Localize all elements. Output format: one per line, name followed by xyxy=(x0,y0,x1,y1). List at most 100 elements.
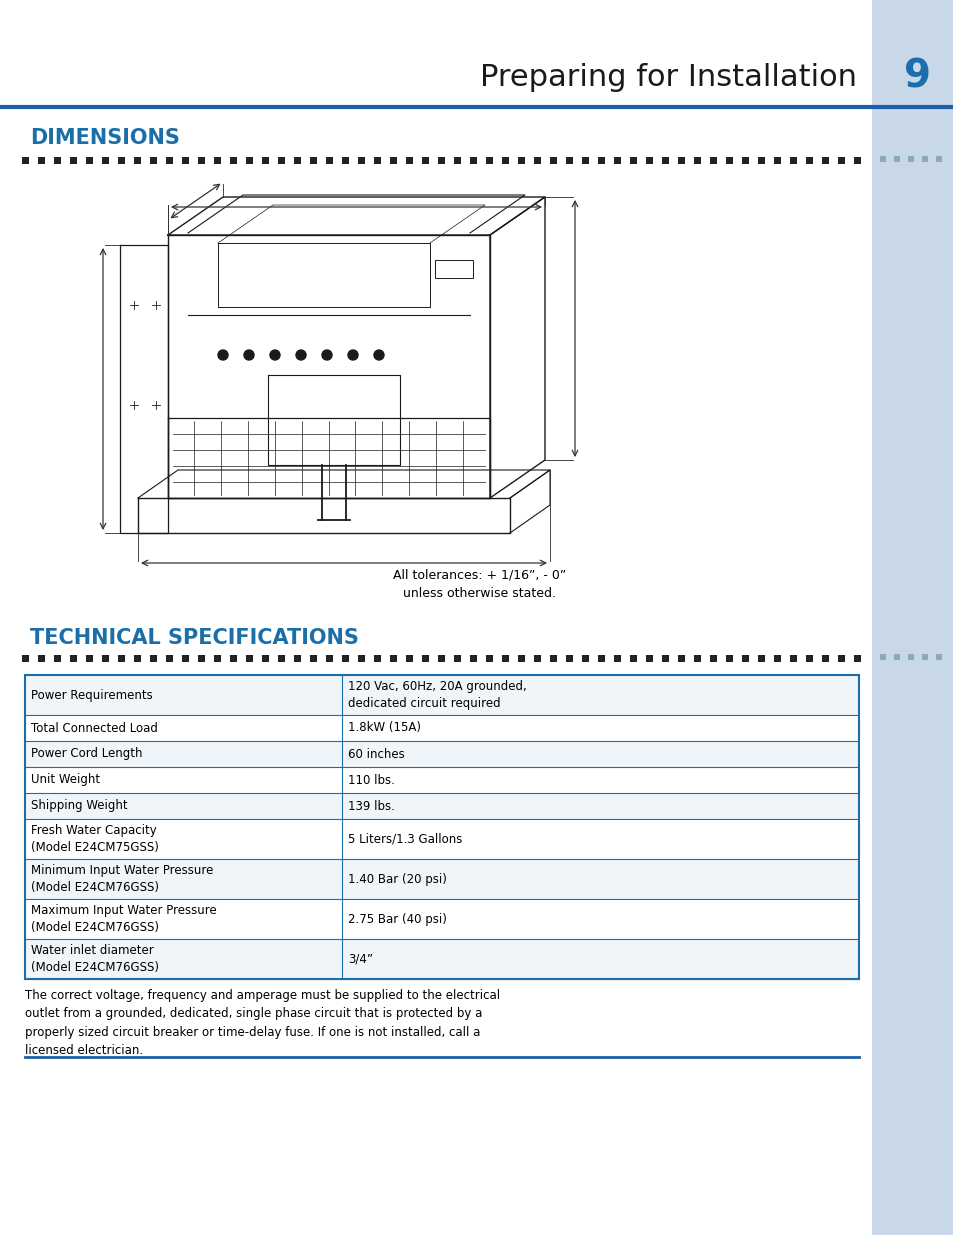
Bar xyxy=(454,157,460,163)
Bar xyxy=(341,157,349,163)
Text: 9: 9 xyxy=(902,58,929,96)
Bar xyxy=(182,157,189,163)
Bar xyxy=(25,741,858,767)
Bar xyxy=(70,157,77,163)
Bar xyxy=(262,655,269,662)
Text: Water inlet diameter
(Model E24CM76GSS): Water inlet diameter (Model E24CM76GSS) xyxy=(30,945,159,973)
Bar xyxy=(837,655,844,662)
Bar xyxy=(133,157,141,163)
Bar xyxy=(678,655,684,662)
Bar xyxy=(485,157,493,163)
Bar xyxy=(501,157,509,163)
Text: TECHNICAL SPECIFICATIONS: TECHNICAL SPECIFICATIONS xyxy=(30,629,358,648)
Bar xyxy=(773,655,781,662)
Bar xyxy=(725,157,732,163)
Bar xyxy=(166,655,172,662)
Bar xyxy=(550,157,557,163)
Bar xyxy=(25,899,858,939)
Bar xyxy=(550,655,557,662)
Bar xyxy=(86,655,92,662)
Bar xyxy=(741,157,748,163)
Text: 2.75 Bar (40 psi): 2.75 Bar (40 psi) xyxy=(348,913,446,925)
Bar xyxy=(935,655,941,659)
Bar xyxy=(25,793,858,819)
Bar xyxy=(693,655,700,662)
Bar xyxy=(871,0,953,1235)
Bar xyxy=(661,655,668,662)
Bar xyxy=(534,157,540,163)
Bar xyxy=(893,655,899,659)
Bar xyxy=(166,157,172,163)
Text: Minimum Input Water Pressure
(Model E24CM76GSS): Minimum Input Water Pressure (Model E24C… xyxy=(30,864,213,894)
Bar xyxy=(310,655,316,662)
Text: Shipping Weight: Shipping Weight xyxy=(30,799,128,813)
Text: Power Cord Length: Power Cord Length xyxy=(30,747,142,761)
Bar xyxy=(773,157,781,163)
Bar xyxy=(38,655,45,662)
Bar xyxy=(118,655,125,662)
Bar xyxy=(150,655,157,662)
Bar xyxy=(406,157,413,163)
Bar xyxy=(118,157,125,163)
Bar xyxy=(678,157,684,163)
Bar xyxy=(22,157,29,163)
Bar xyxy=(789,655,796,662)
Bar xyxy=(294,655,301,662)
Bar xyxy=(421,655,429,662)
Bar xyxy=(501,655,509,662)
Bar xyxy=(598,655,604,662)
Bar xyxy=(70,655,77,662)
Bar xyxy=(374,157,380,163)
Text: Preparing for Installation: Preparing for Installation xyxy=(479,63,856,91)
Bar xyxy=(390,655,396,662)
Bar xyxy=(758,655,764,662)
Bar xyxy=(25,767,858,793)
Bar xyxy=(38,157,45,163)
Bar xyxy=(326,655,333,662)
Text: 5 Liters/1.3 Gallons: 5 Liters/1.3 Gallons xyxy=(348,832,462,846)
Bar xyxy=(102,157,109,163)
Bar xyxy=(629,655,637,662)
Bar xyxy=(879,156,885,162)
Bar xyxy=(805,655,812,662)
Bar xyxy=(390,157,396,163)
Bar xyxy=(921,655,927,659)
Bar xyxy=(310,157,316,163)
Bar xyxy=(758,157,764,163)
Bar xyxy=(598,157,604,163)
Bar xyxy=(821,157,828,163)
Bar xyxy=(357,655,365,662)
Bar xyxy=(437,655,444,662)
Bar xyxy=(150,157,157,163)
Bar xyxy=(470,655,476,662)
Bar xyxy=(614,655,620,662)
Bar xyxy=(213,157,221,163)
Bar xyxy=(581,157,588,163)
Bar xyxy=(853,157,861,163)
Bar xyxy=(230,157,236,163)
Bar xyxy=(709,157,717,163)
Text: 3/4”: 3/4” xyxy=(348,952,373,966)
Bar xyxy=(246,655,253,662)
Bar xyxy=(25,676,858,979)
Text: The correct voltage, frequency and amperage must be supplied to the electrical
o: The correct voltage, frequency and amper… xyxy=(25,989,499,1057)
Circle shape xyxy=(348,350,357,359)
Circle shape xyxy=(270,350,280,359)
Bar xyxy=(893,156,899,162)
Bar xyxy=(374,655,380,662)
Bar xyxy=(326,157,333,163)
Bar xyxy=(421,157,429,163)
Bar xyxy=(435,261,473,278)
Bar xyxy=(133,655,141,662)
Bar xyxy=(837,157,844,163)
Bar xyxy=(907,655,913,659)
Bar xyxy=(645,655,652,662)
Bar xyxy=(565,655,573,662)
Text: 60 inches: 60 inches xyxy=(348,747,404,761)
Bar xyxy=(581,655,588,662)
Text: DIMENSIONS: DIMENSIONS xyxy=(30,128,180,148)
Text: 139 lbs.: 139 lbs. xyxy=(348,799,395,813)
Bar xyxy=(661,157,668,163)
Circle shape xyxy=(244,350,253,359)
Bar xyxy=(25,676,858,715)
